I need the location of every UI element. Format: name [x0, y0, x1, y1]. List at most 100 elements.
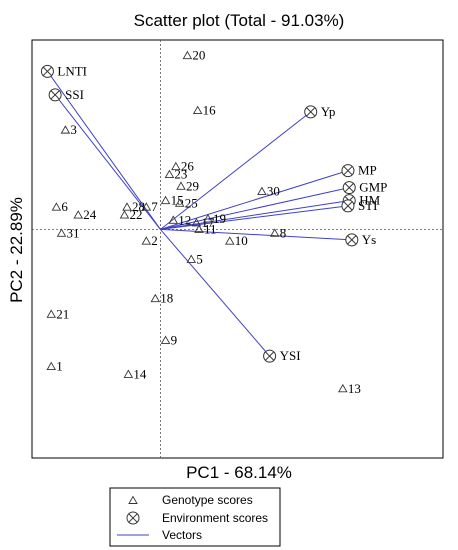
triangle-marker	[46, 361, 57, 371]
vector-yp	[160, 111, 312, 230]
genotype-label: 15	[171, 193, 184, 208]
environment-point-sti: STI	[341, 198, 378, 213]
vector-ssi	[54, 94, 161, 230]
triangle-marker	[56, 228, 67, 237]
genotype-label: 25	[185, 195, 198, 210]
genotype-point-18: 18	[150, 291, 173, 306]
x-axis-label: PC1 - 68.14%	[186, 463, 292, 482]
legend-genotype-label: Genotype scores	[162, 493, 253, 507]
genotype-point-6: 6	[51, 199, 68, 214]
triangle-marker	[191, 217, 202, 227]
genotype-point-23: 23	[164, 167, 187, 182]
genotype-label: 18	[160, 291, 173, 306]
genotype-label: 23	[174, 167, 187, 182]
triangle-marker	[141, 236, 152, 245]
genotype-label: 5	[196, 251, 203, 266]
triangle-marker	[186, 254, 197, 263]
environment-label: LNTI	[57, 63, 87, 78]
environment-point-mp: MP	[341, 163, 377, 178]
y-axis-label: PC2 - 22.89%	[7, 197, 26, 303]
triangle-marker	[225, 236, 235, 245]
genotype-point-16: 16	[192, 103, 217, 118]
genotype-point-24: 24	[73, 207, 97, 222]
genotype-point-21: 21	[46, 306, 69, 321]
genotype-label: 31	[67, 225, 80, 240]
triangle-marker	[73, 210, 84, 219]
chart-legend: Genotype scores Environment scores Vecto…	[109, 487, 281, 547]
triangle-marker	[122, 202, 132, 211]
vector-mp	[160, 170, 349, 230]
environment-label: Ys	[362, 232, 376, 247]
chart-title: Scatter plot (Total - 91.03%)	[134, 11, 345, 30]
genotype-point-9: 9	[160, 332, 178, 347]
genotype-point-19: 19	[203, 211, 226, 226]
genotype-label: 22	[129, 207, 142, 222]
legend-vectors-label: Vectors	[162, 528, 202, 542]
genotype-label: 2	[151, 233, 158, 248]
genotype-label: 14	[133, 366, 147, 381]
environment-label: STI	[358, 198, 378, 213]
triangle-marker	[203, 214, 213, 223]
triangle-marker	[46, 309, 57, 318]
triangle-marker	[160, 335, 171, 344]
origin-axis-lines	[32, 40, 443, 458]
legend-box	[109, 487, 281, 547]
genotype-label: 1	[56, 359, 63, 374]
triangle-marker	[150, 293, 161, 303]
legend-triangle-icon	[128, 495, 138, 504]
environment-label: Yp	[321, 104, 336, 119]
genotype-point-7: 7	[141, 199, 158, 214]
genotype-label: 6	[61, 199, 68, 214]
environment-point-yp: Yp	[304, 104, 336, 119]
genotype-point-14: 14	[123, 366, 147, 381]
genotype-label: 11	[204, 221, 217, 236]
triangle-marker	[174, 198, 185, 207]
genotype-point-25: 25	[174, 195, 198, 210]
genotype-label: 28	[132, 199, 145, 214]
environment-point-ys: Ys	[345, 232, 376, 247]
triangle-marker	[338, 383, 348, 393]
genotype-label: 16	[203, 103, 217, 118]
genotype-label: 26	[181, 159, 195, 174]
genotype-label: 24	[83, 207, 97, 222]
environment-label: GMP	[359, 180, 387, 195]
genotype-label: 7	[151, 199, 158, 214]
triangle-marker	[192, 105, 203, 114]
vector-lnti	[47, 71, 161, 230]
triangle-marker	[160, 195, 171, 205]
environment-point-gmp: GMP	[342, 180, 387, 195]
genotype-label: 9	[171, 332, 178, 347]
genotype-label: 3	[70, 122, 77, 137]
genotype-point-1: 1	[46, 359, 63, 374]
environment-point-ysi: YSI	[263, 348, 301, 363]
genotype-label: 20	[192, 48, 205, 63]
triangle-marker	[269, 228, 280, 237]
genotype-point-29: 29	[176, 178, 199, 193]
genotype-point-22: 22	[119, 207, 142, 222]
legend-environment-label: Environment scores	[162, 511, 268, 525]
legend-circle-x-icon	[126, 511, 140, 525]
genotype-point-30: 30	[257, 184, 280, 199]
genotype-point-15: 15	[160, 193, 184, 208]
genotype-point-8: 8	[269, 225, 286, 240]
genotype-label: 30	[267, 184, 280, 199]
triangle-marker	[176, 181, 186, 190]
genotype-point-10: 10	[225, 233, 248, 248]
triangle-marker	[60, 125, 71, 134]
triangle-marker	[182, 50, 193, 60]
plot-frame	[31, 39, 444, 459]
genotype-label: 12	[178, 212, 191, 227]
genotype-label: 13	[348, 381, 361, 396]
genotype-label: 10	[235, 233, 248, 248]
triangle-marker	[51, 202, 62, 211]
triangle-marker	[194, 224, 204, 233]
environment-point-ssi: SSI	[48, 87, 84, 102]
vector-sti	[160, 205, 349, 230]
triangle-marker	[141, 202, 152, 211]
environment-label: HM	[359, 193, 380, 208]
genotype-label: 21	[56, 306, 69, 321]
genotype-point-11: 11	[194, 221, 217, 236]
